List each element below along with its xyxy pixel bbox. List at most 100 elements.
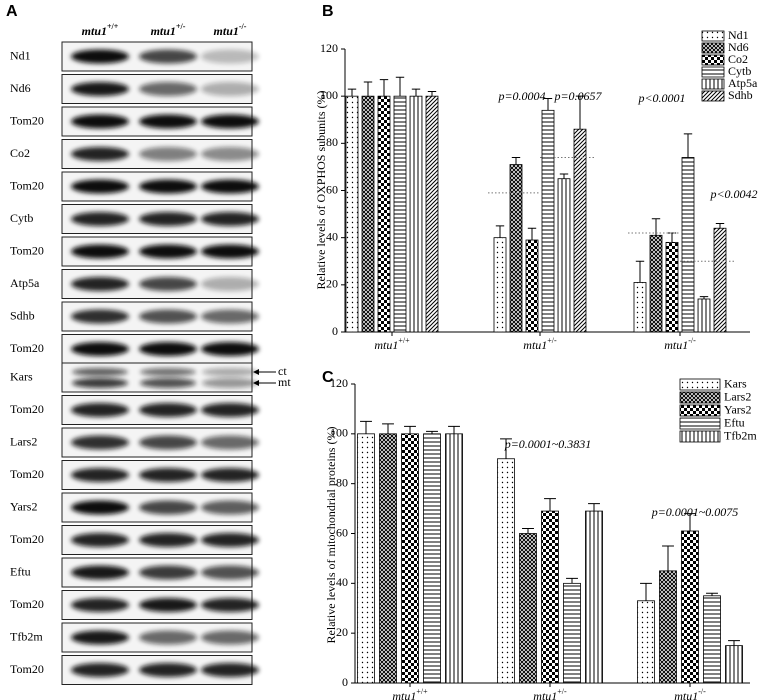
band (71, 309, 129, 324)
legend-swatch (701, 30, 725, 42)
y-tick-label: 80 (336, 475, 348, 489)
band (71, 212, 129, 226)
band-label: ct (278, 364, 287, 378)
band (139, 500, 197, 515)
band (201, 82, 259, 96)
legend-swatch (701, 42, 725, 54)
x-tick-label: mtu1+/+ (392, 687, 428, 700)
legend-swatch (701, 78, 725, 90)
band (71, 500, 129, 515)
error-bar (684, 513, 696, 532)
error-bar (706, 592, 718, 596)
band (71, 565, 129, 580)
column-header: mtu1+/+ (82, 22, 119, 38)
bar (659, 570, 677, 684)
error-bar (566, 577, 578, 584)
panel-label: C (322, 369, 334, 386)
band (139, 309, 197, 324)
allele: -/- (239, 22, 247, 31)
band (139, 598, 197, 612)
gene-name: mtu1 (374, 338, 398, 352)
legend-label: Yars2 (724, 402, 751, 416)
allele: +/+ (107, 22, 119, 31)
bar (541, 109, 555, 333)
legend-label: Eftu (724, 415, 745, 429)
band (201, 630, 259, 645)
band (71, 147, 129, 161)
bar (357, 433, 375, 684)
y-tick-label: 120 (330, 376, 348, 390)
gene-name: mtu1 (674, 689, 698, 700)
band (139, 49, 197, 64)
bar (665, 241, 679, 333)
legend-label: Cytb (728, 64, 751, 78)
band (71, 630, 129, 645)
band (201, 342, 259, 356)
error-bar (575, 95, 585, 130)
band (71, 663, 129, 677)
band (139, 468, 197, 482)
band (139, 342, 197, 356)
error-bar (559, 173, 569, 179)
band (71, 435, 129, 450)
error-bar (448, 425, 460, 434)
bar (681, 530, 699, 684)
row-label: Tom20 (10, 597, 44, 611)
allele: +/+ (416, 687, 428, 696)
legend-label: Tfb2m (724, 428, 757, 442)
bar (425, 95, 439, 333)
error-bar (640, 582, 652, 601)
annotation: p<0.0042 (709, 187, 757, 201)
row-label: Yars2 (10, 499, 37, 513)
row-label: Tom20 (10, 243, 44, 257)
band (140, 378, 196, 388)
bar-chart: B Relative levels of OXPHOS subunits (%) 0… (314, 3, 758, 352)
legend-label: Atp5a (728, 76, 758, 90)
row-label: Nd6 (10, 81, 31, 95)
x-tick-label: mtu1+/- (533, 687, 567, 700)
error-bar (495, 225, 505, 238)
bar (541, 510, 559, 684)
x-tick-label: mtu1+/+ (374, 336, 410, 352)
bar (557, 178, 571, 333)
y-tick-label: 120 (320, 41, 338, 55)
blot-panel: mtu1+/+ mtu1+/- mtu1-/-Nd1Nd6Tom20Co2Tom20… (10, 22, 291, 685)
row-label: Co2 (10, 146, 30, 160)
error-bar (699, 296, 709, 299)
row-label: Tom20 (10, 467, 44, 481)
row-label: Tom20 (10, 341, 44, 355)
error-bar (635, 260, 645, 283)
y-tick-label: 0 (342, 675, 348, 689)
bar (493, 237, 507, 333)
band (72, 368, 128, 376)
annotation: p=0.0001~0.3831 (504, 437, 592, 451)
error-bar (588, 503, 600, 512)
legend-label: Nd1 (728, 28, 749, 42)
error-bar (411, 88, 421, 97)
band (202, 378, 258, 388)
row-label: Tom20 (10, 113, 44, 127)
gene-name: mtu1 (82, 24, 107, 38)
band (201, 147, 259, 161)
y-tick-label: 80 (326, 135, 338, 149)
legend-label: Sdhb (728, 88, 753, 102)
error-bar (426, 430, 438, 434)
error-bar (427, 90, 437, 97)
bar (445, 433, 463, 684)
bar (697, 298, 711, 333)
error-bar (543, 98, 553, 111)
band (139, 403, 197, 417)
error-bar (379, 79, 389, 97)
band (140, 368, 196, 376)
row-label: Tom20 (10, 402, 44, 416)
error-bar (715, 223, 725, 229)
error-bar (360, 420, 372, 434)
legend-swatch (701, 90, 725, 102)
allele: +/- (557, 687, 567, 696)
legend-swatch (679, 430, 721, 443)
bar (379, 433, 397, 684)
legend-swatch (679, 404, 721, 417)
gene-name: mtu1 (533, 689, 557, 700)
bar (377, 95, 391, 333)
